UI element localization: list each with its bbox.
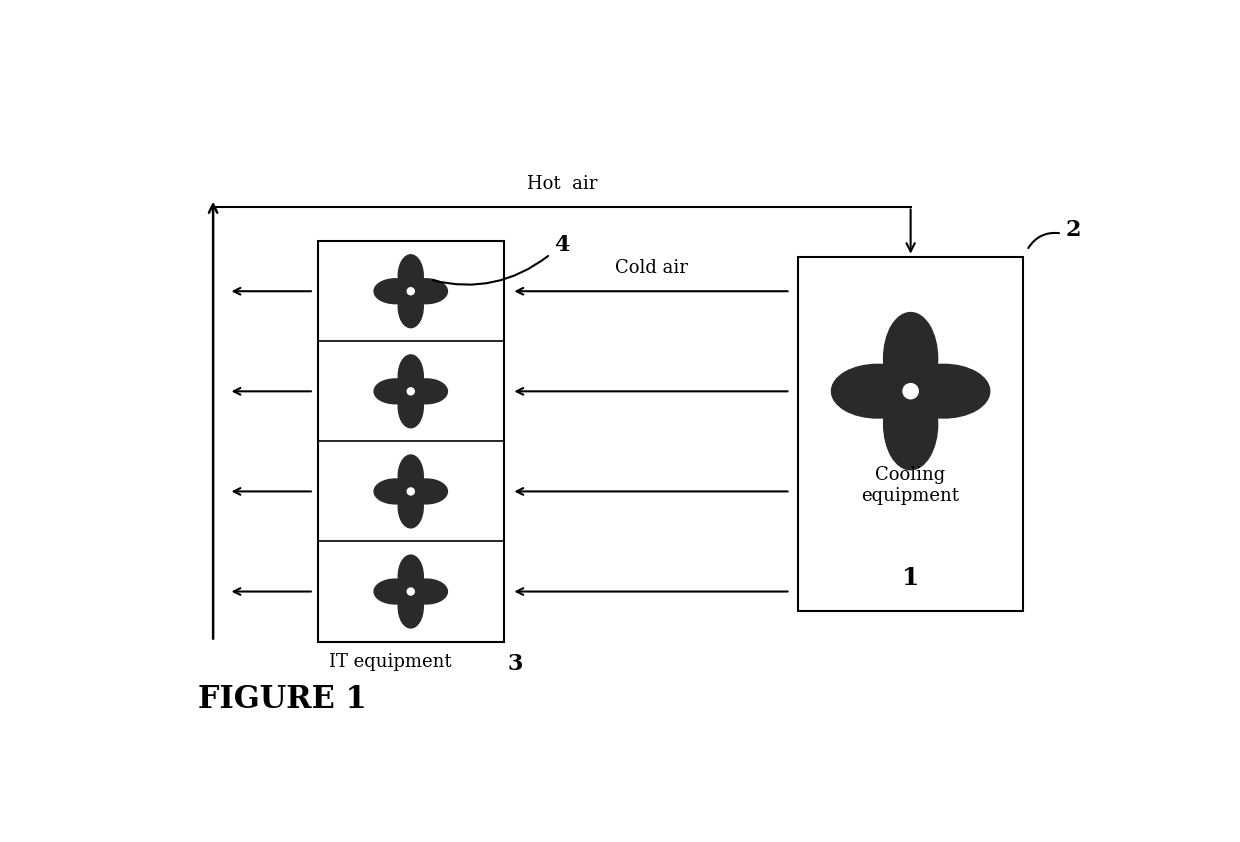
Text: 3: 3 [507, 653, 523, 675]
Ellipse shape [404, 279, 448, 304]
Ellipse shape [374, 479, 417, 504]
Text: 4: 4 [554, 234, 569, 256]
Ellipse shape [398, 486, 423, 528]
Bar [799, 257, 1023, 610]
Ellipse shape [374, 279, 417, 304]
Text: IT equipment: IT equipment [330, 653, 453, 671]
Ellipse shape [398, 455, 423, 498]
Circle shape [903, 384, 919, 399]
Text: Cold air: Cold air [615, 259, 687, 277]
Text: 2: 2 [1065, 219, 1081, 241]
Ellipse shape [374, 579, 417, 604]
Ellipse shape [898, 365, 990, 418]
Ellipse shape [398, 386, 423, 428]
Ellipse shape [404, 579, 448, 604]
Text: FIGURE 1: FIGURE 1 [197, 684, 366, 715]
Ellipse shape [884, 378, 937, 470]
Ellipse shape [398, 285, 423, 328]
Ellipse shape [398, 555, 423, 598]
Text: Hot  air: Hot air [527, 174, 598, 193]
Bar [317, 241, 503, 642]
Ellipse shape [404, 379, 448, 404]
Ellipse shape [832, 365, 924, 418]
Circle shape [407, 488, 414, 495]
Ellipse shape [404, 479, 448, 504]
Ellipse shape [374, 379, 417, 404]
Circle shape [407, 588, 414, 595]
Ellipse shape [884, 312, 937, 404]
Circle shape [407, 288, 414, 295]
Ellipse shape [398, 354, 423, 397]
Text: 1: 1 [901, 567, 919, 590]
Ellipse shape [398, 585, 423, 628]
Ellipse shape [398, 255, 423, 297]
Circle shape [407, 388, 414, 395]
Text: Cooling
equipment: Cooling equipment [862, 466, 960, 504]
